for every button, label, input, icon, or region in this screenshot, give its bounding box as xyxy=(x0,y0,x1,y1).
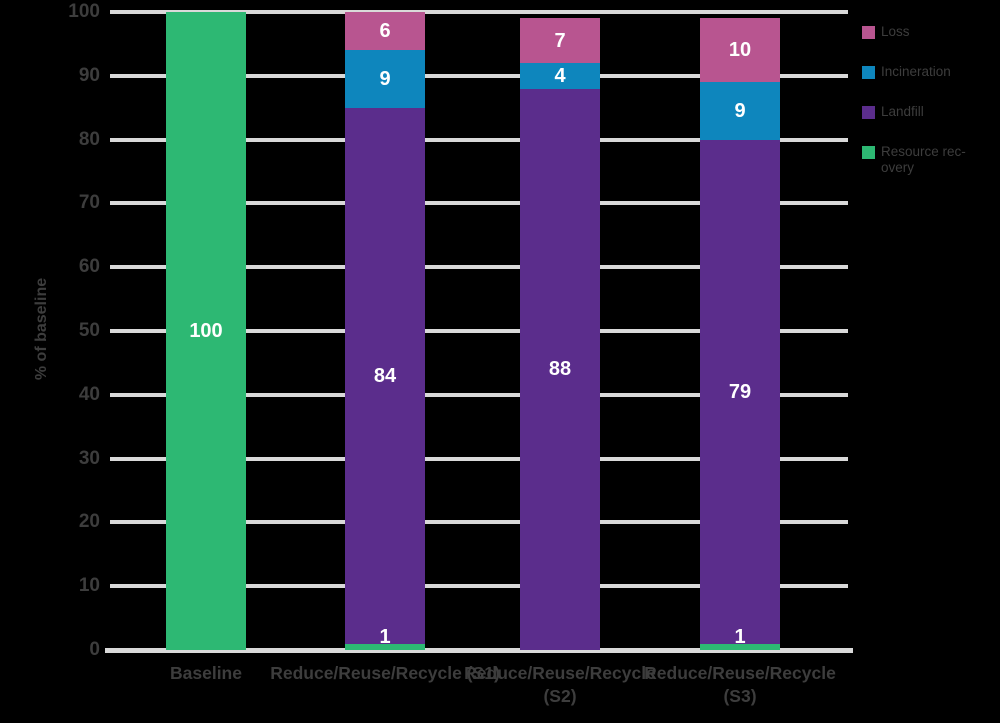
bar-segment-incineration xyxy=(345,50,425,108)
y-tick-label: 40 xyxy=(78,383,100,405)
x-axis-label-line: Reduce/Reuse/Recycle xyxy=(464,663,656,683)
bar-segment-incineration xyxy=(700,82,780,140)
legend-swatch-resource-recovery xyxy=(862,146,875,159)
bar-value-label: 84 xyxy=(373,364,397,387)
legend-label-resource-recovery: Resource rec-overy xyxy=(881,144,966,176)
x-axis-label-line: Baseline xyxy=(170,663,242,683)
bar-segment-resource-recovery xyxy=(700,643,780,650)
x-axis-label-reduce-reuse-recycle-s1: Reduce/Reuse/Recycle (S1) xyxy=(265,662,505,685)
gridline xyxy=(110,73,848,78)
y-tick-label: 70 xyxy=(78,192,100,214)
gridline xyxy=(110,265,848,270)
legend-label-line: Incineration xyxy=(881,64,951,79)
bar-segment-landfill xyxy=(520,88,600,650)
bar-segment-landfill xyxy=(345,107,425,644)
bar-segment-resource-recovery xyxy=(345,643,425,650)
bar-value-label: 6 xyxy=(379,20,391,43)
bar-segment-loss xyxy=(700,18,780,83)
legend-label-incineration: Incineration xyxy=(881,64,951,80)
bar-value-label: 1 xyxy=(379,625,391,648)
y-tick-label: 20 xyxy=(78,511,100,533)
gridline xyxy=(110,520,848,525)
x-axis-label-line: (S2) xyxy=(543,686,577,706)
bar-segment-resource-recovery xyxy=(166,12,246,650)
x-axis-label-baseline: Baseline xyxy=(86,662,326,685)
bar-value-label: 9 xyxy=(379,67,391,90)
legend-label-line: Loss xyxy=(881,24,910,39)
legend-label-loss: Loss xyxy=(881,24,910,40)
y-tick-label: 60 xyxy=(78,256,100,278)
legend-swatch-incineration xyxy=(862,66,875,79)
bar-value-label: 7 xyxy=(554,29,566,52)
y-tick-label: 80 xyxy=(78,128,100,150)
gridline xyxy=(110,201,848,206)
legend-label-line: Landfill xyxy=(881,104,924,119)
y-tick-label: 30 xyxy=(78,447,100,469)
y-tick-label: 100 xyxy=(68,1,100,22)
y-tick-label: 50 xyxy=(78,320,100,341)
x-axis-label-reduce-reuse-recycle-s3: Reduce/Reuse/Recycle (S3) xyxy=(620,662,860,708)
gridline xyxy=(110,137,848,142)
legend-swatch-loss xyxy=(862,26,875,39)
y-tick-label: 0 xyxy=(89,639,100,660)
x-axis-line xyxy=(105,648,853,653)
legend-label-line: Resource rec- xyxy=(881,144,966,159)
gridline xyxy=(110,329,848,333)
bar-segment-landfill xyxy=(700,139,780,644)
bar-value-label: 100 xyxy=(189,320,223,342)
bar-segment-incineration xyxy=(520,63,600,89)
gridline xyxy=(110,392,848,397)
bar-value-label: 9 xyxy=(734,99,746,122)
legend-label-landfill: Landfill xyxy=(881,104,924,120)
bar-value-label: 1 xyxy=(734,625,746,648)
x-axis-label-line: Reduce/Reuse/Recycle xyxy=(644,663,836,683)
bar-segment-loss xyxy=(345,12,425,51)
bar-value-label: 4 xyxy=(554,64,566,87)
x-axis-label-line: (S3) xyxy=(723,686,757,706)
x-axis-label-reduce-reuse-recycle-s2: Reduce/Reuse/Recycle (S2) xyxy=(440,662,680,708)
legend-label-line: overy xyxy=(881,160,915,175)
legend-swatch-landfill xyxy=(862,106,875,119)
bar-segment-loss xyxy=(520,18,600,64)
gridline xyxy=(110,456,848,461)
bar-value-label: 88 xyxy=(548,358,572,381)
y-tick-label: 10 xyxy=(78,575,100,597)
bar-value-label: 10 xyxy=(728,39,752,62)
y-tick-label: 90 xyxy=(78,64,100,86)
gridline xyxy=(110,584,848,589)
bar-value-label: 79 xyxy=(728,380,752,403)
gridline xyxy=(110,10,848,14)
x-axis-label-line: Reduce/Reuse/Recycle (S1) xyxy=(270,663,500,683)
